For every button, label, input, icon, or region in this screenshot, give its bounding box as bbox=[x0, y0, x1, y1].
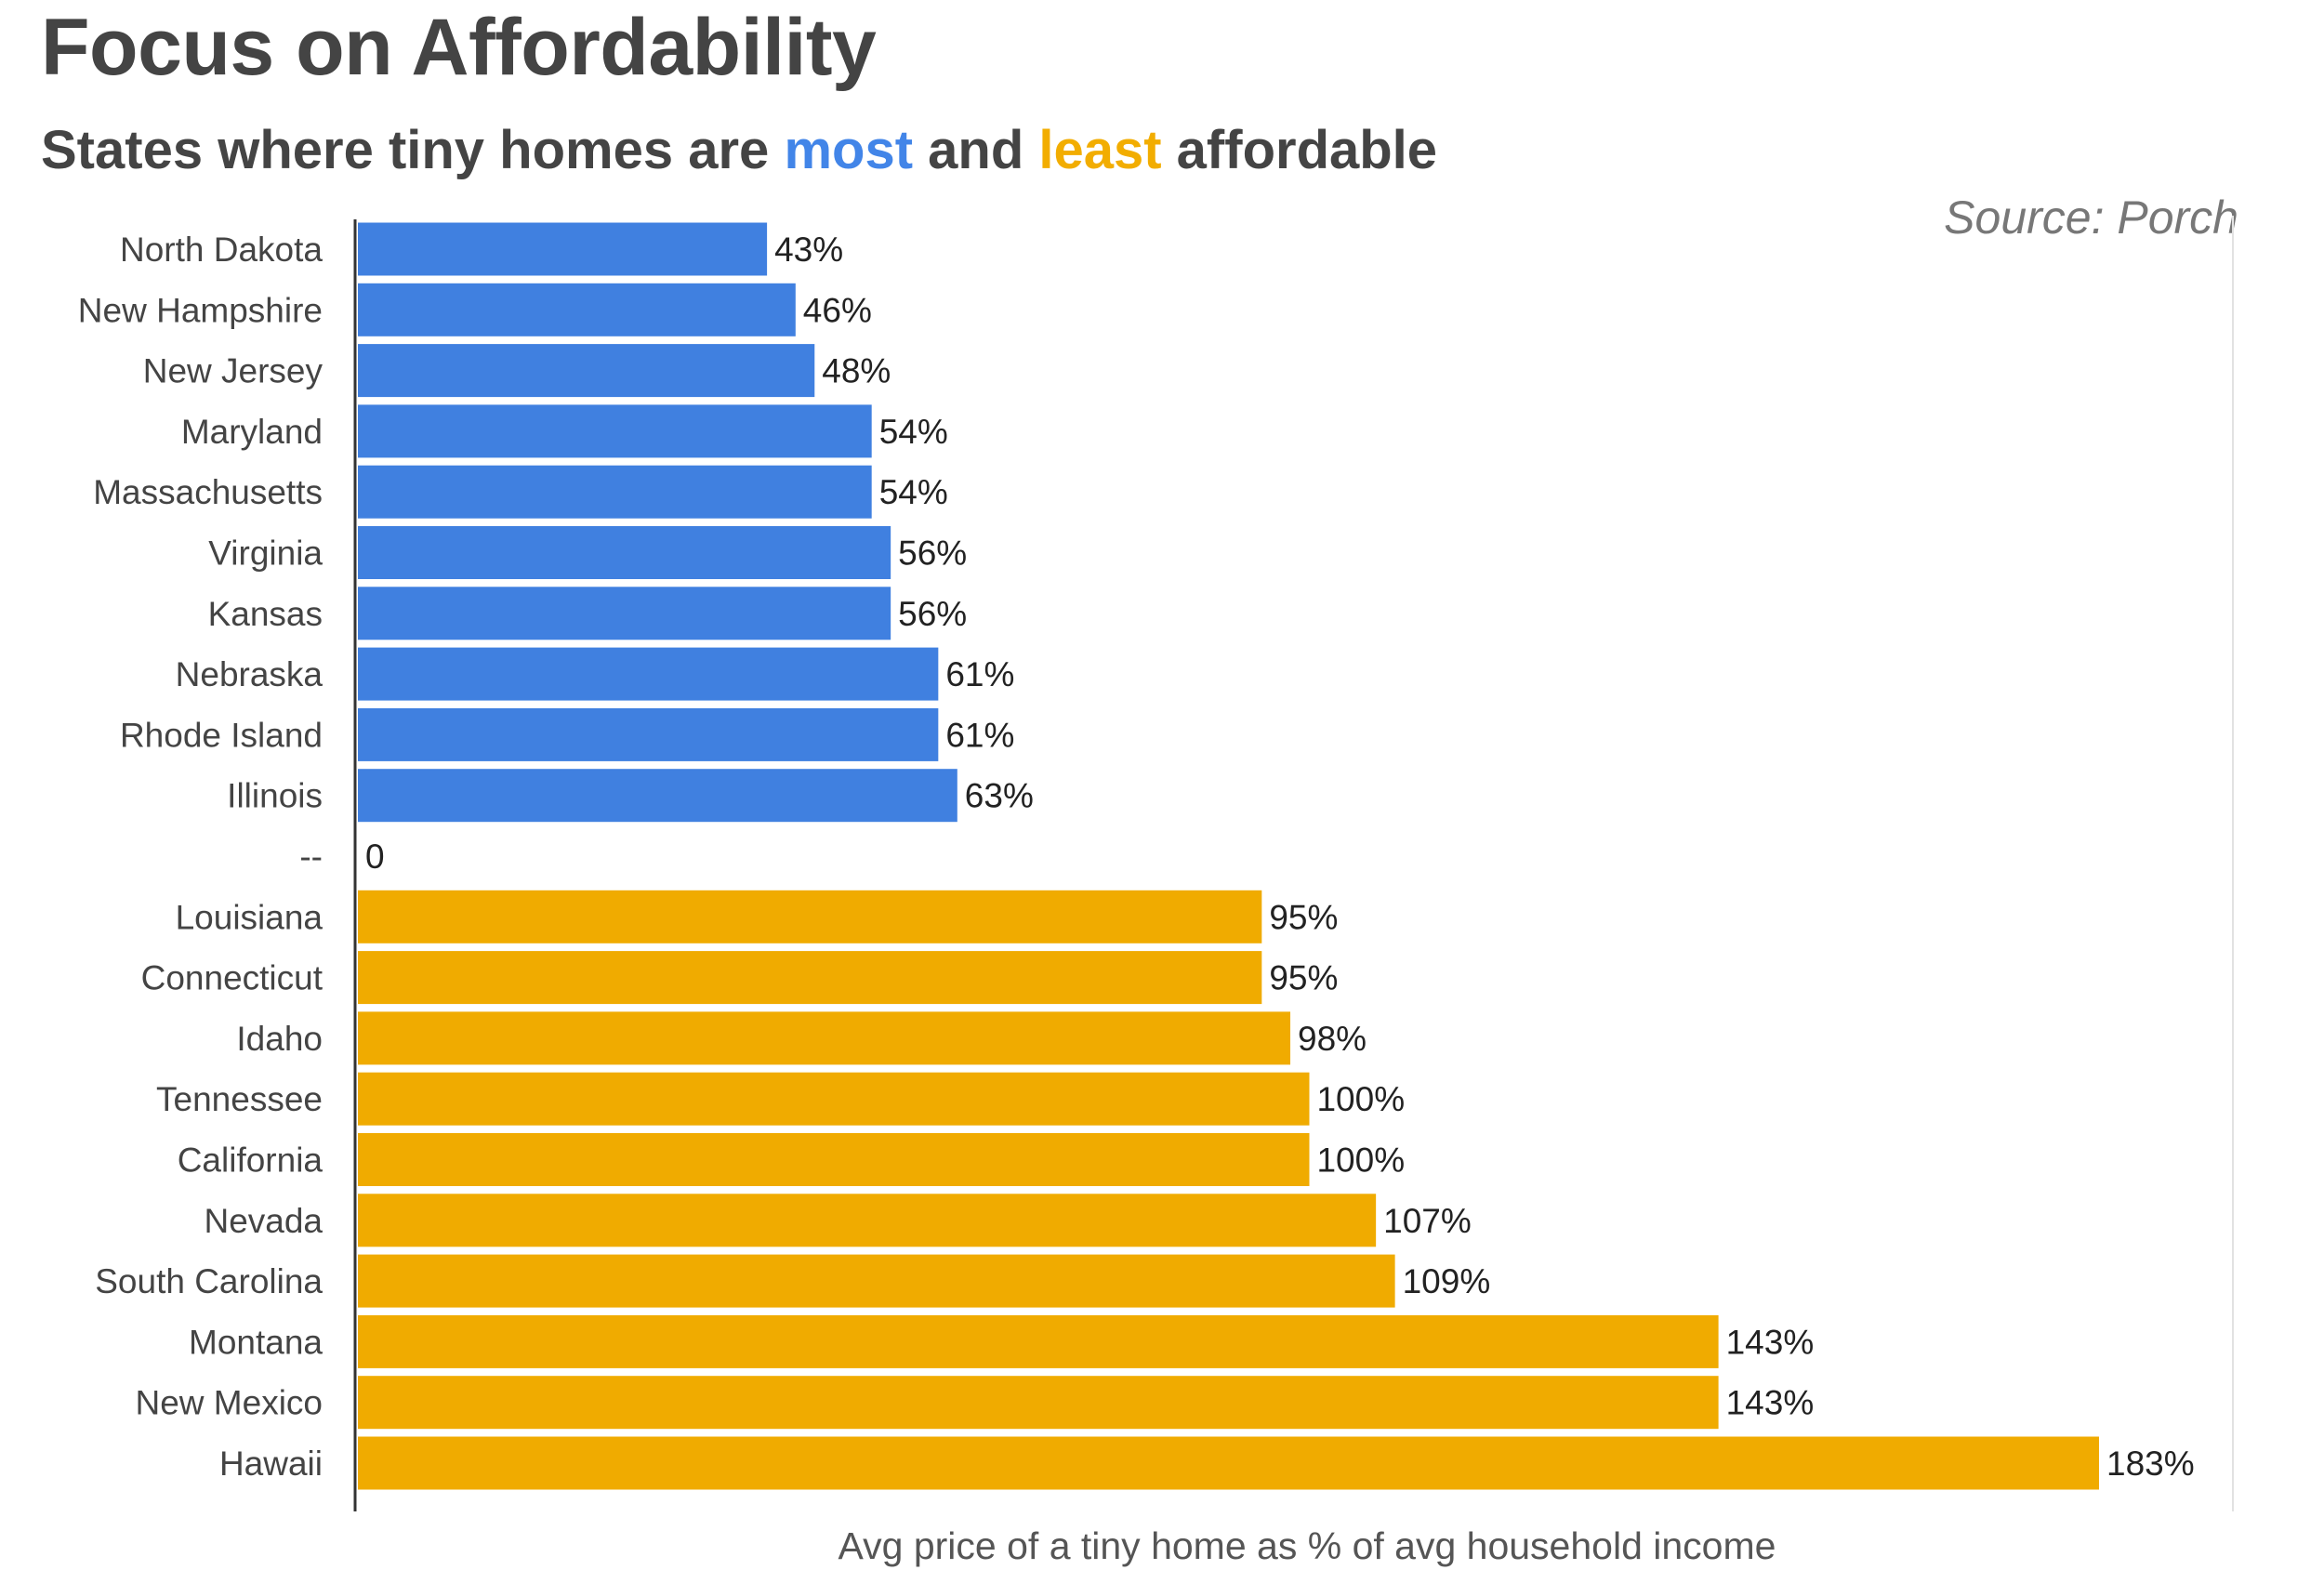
data-label: 0 bbox=[365, 838, 385, 876]
data-label: 107% bbox=[1383, 1202, 1472, 1240]
bar-least bbox=[358, 1314, 1719, 1368]
bar-most bbox=[358, 769, 957, 823]
bar-least bbox=[358, 890, 1262, 943]
category-label: Nebraska bbox=[176, 655, 324, 693]
category-label: Kansas bbox=[208, 595, 323, 633]
data-label: 95% bbox=[1269, 898, 1338, 936]
category-label: Montana bbox=[189, 1323, 323, 1361]
data-label: 43% bbox=[774, 231, 843, 269]
bar-most bbox=[358, 404, 872, 458]
data-label: 100% bbox=[1316, 1080, 1405, 1118]
category-label: Nevada bbox=[204, 1202, 323, 1240]
data-label: 98% bbox=[1298, 1020, 1367, 1058]
category-label: Maryland bbox=[181, 413, 323, 451]
bar-most bbox=[358, 526, 891, 579]
bar-most bbox=[358, 344, 815, 398]
bar-most bbox=[358, 465, 872, 519]
subtitle-suffix: affordable bbox=[1161, 120, 1438, 180]
data-label: 109% bbox=[1403, 1262, 1491, 1300]
bar-most bbox=[358, 587, 891, 640]
bar-least bbox=[358, 1254, 1395, 1308]
bar-least bbox=[358, 1194, 1377, 1247]
category-label: Virginia bbox=[208, 534, 323, 573]
data-label: 54% bbox=[879, 473, 948, 511]
category-label: New Jersey bbox=[143, 352, 324, 390]
chart-subtitle: States where tiny homes are most and lea… bbox=[41, 119, 1437, 181]
category-label: Hawaii bbox=[219, 1445, 323, 1483]
subtitle-most: most bbox=[784, 120, 914, 180]
bar-least bbox=[358, 1011, 1291, 1065]
chart-title: Focus on Affordability bbox=[41, 3, 877, 92]
bar-most bbox=[358, 222, 768, 276]
category-label: New Hampshire bbox=[78, 291, 323, 329]
bar-least bbox=[358, 951, 1262, 1005]
subtitle-prefix: States where tiny homes are bbox=[41, 120, 785, 180]
category-label: Tennessee bbox=[156, 1080, 323, 1118]
data-label: 54% bbox=[879, 413, 948, 451]
category-label: Idaho bbox=[236, 1020, 323, 1058]
bar-most bbox=[358, 707, 939, 761]
data-label: 61% bbox=[945, 716, 1014, 754]
bar-least bbox=[358, 1376, 1719, 1430]
x-axis-title: Avg price of a tiny home as % of avg hou… bbox=[838, 1524, 1776, 1567]
data-label: 143% bbox=[1726, 1323, 1815, 1361]
data-label: 100% bbox=[1316, 1141, 1405, 1180]
category-label: Massachusetts bbox=[93, 473, 323, 511]
data-label: 56% bbox=[898, 595, 967, 633]
bar-most bbox=[358, 647, 939, 701]
category-label: Illinois bbox=[227, 777, 323, 815]
bar-least bbox=[358, 1436, 2099, 1490]
category-label: South Carolina bbox=[95, 1262, 323, 1300]
data-label: 61% bbox=[945, 655, 1014, 693]
category-label: California bbox=[178, 1141, 324, 1180]
data-label: 95% bbox=[1269, 959, 1338, 997]
category-label: Rhode Island bbox=[120, 716, 323, 754]
bar-least bbox=[358, 1072, 1310, 1126]
data-label: 56% bbox=[898, 534, 967, 573]
category-label: -- bbox=[299, 838, 323, 876]
category-label: Connecticut bbox=[141, 959, 324, 997]
subtitle-least: least bbox=[1038, 120, 1162, 180]
data-label: 63% bbox=[965, 777, 1034, 815]
category-label: North Dakota bbox=[120, 231, 323, 269]
data-label: 46% bbox=[803, 291, 872, 329]
category-label: New Mexico bbox=[136, 1384, 324, 1422]
data-label: 48% bbox=[822, 352, 891, 390]
chart-frame-right-edge bbox=[2232, 216, 2234, 1511]
source-label: Source: Porch bbox=[1944, 191, 2238, 244]
subtitle-middle: and bbox=[913, 120, 1039, 180]
data-label: 183% bbox=[2106, 1445, 2195, 1483]
bar-least bbox=[358, 1133, 1310, 1186]
data-label: 143% bbox=[1726, 1384, 1815, 1422]
bar-most bbox=[358, 283, 796, 336]
category-label: Louisiana bbox=[176, 898, 324, 936]
